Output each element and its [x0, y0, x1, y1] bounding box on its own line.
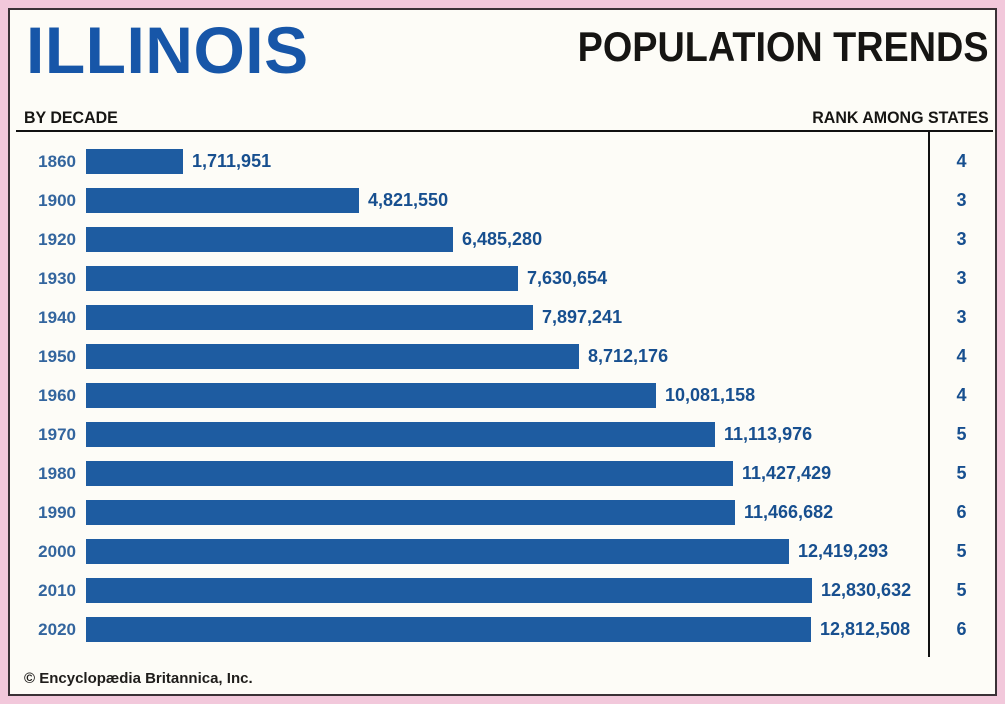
year-label: 1980 [38, 463, 76, 483]
year-label: 1940 [38, 307, 76, 327]
population-bar [86, 539, 789, 564]
rank-value: 3 [956, 229, 967, 249]
copyright-credit: © Encyclopædia Britannica, Inc. [24, 670, 253, 687]
population-value-label: 4,821,550 [368, 190, 449, 210]
rank-value: 5 [956, 463, 967, 483]
population-bar [86, 188, 359, 213]
year-label: 1960 [38, 385, 76, 405]
year-label: 1990 [38, 502, 76, 522]
population-value-label: 12,419,293 [798, 541, 889, 561]
chart-row: 2020 12,812,508 [16, 610, 928, 649]
population-bar [86, 578, 812, 603]
population-bar [86, 383, 656, 408]
bar-area: 10,081,158 [86, 383, 928, 408]
bar-area: 12,419,293 [86, 539, 928, 564]
population-value-label: 11,113,976 [724, 424, 813, 444]
chart-row: 2000 12,419,293 [16, 532, 928, 571]
bar-area: 7,630,654 [86, 266, 928, 291]
rank-value: 3 [956, 268, 967, 288]
chart-row: 1940 7,897,241 [16, 298, 928, 337]
population-bar [86, 344, 579, 369]
chart-row: 1920 6,485,280 [16, 220, 928, 259]
chart-title: POPULATION TRENDS [578, 23, 989, 70]
rank-among-states-label: RANK AMONG STATES [812, 108, 989, 127]
population-value-label: 11,466,682 [744, 502, 834, 522]
infographic-panel: ILLINOIS POPULATION TRENDS BY DECADE RAN… [8, 8, 997, 696]
bar-area: 6,485,280 [86, 227, 928, 252]
population-value-label: 11,427,429 [742, 463, 832, 483]
year-label: 1920 [38, 229, 76, 249]
population-bar [86, 266, 518, 291]
bar-area: 7,897,241 [86, 305, 928, 330]
chart-row: 1990 11,466,682 [16, 493, 928, 532]
population-bar [86, 500, 735, 525]
chart-row: 1950 8,712,176 [16, 337, 928, 376]
population-value-label: 10,081,158 [665, 385, 756, 405]
bar-area: 11,466,682 [86, 500, 928, 525]
bar-area: 12,812,508 [86, 617, 928, 642]
subheader: BY DECADE RANK AMONG STATES [16, 106, 993, 128]
population-bar [86, 617, 811, 642]
population-bar [86, 461, 733, 486]
bar-area: 12,830,632 [86, 578, 928, 603]
population-bar [86, 227, 453, 252]
year-label: 1860 [38, 151, 76, 171]
year-label: 1970 [38, 424, 76, 444]
by-decade-label: BY DECADE [24, 108, 118, 127]
bar-chart: 1860 1,711,951 1900 4,821,550 1920 6,485… [16, 132, 993, 657]
state-title: ILLINOIS [26, 13, 309, 87]
population-bar [86, 305, 533, 330]
bar-area: 4,821,550 [86, 188, 928, 213]
year-label: 2010 [38, 580, 76, 600]
population-value-label: 6,485,280 [462, 229, 543, 249]
header-divider-line [16, 130, 993, 132]
year-label: 2020 [38, 619, 76, 639]
chart-row: 2010 12,830,632 [16, 571, 928, 610]
year-label: 1930 [38, 268, 76, 288]
rank-value: 4 [956, 151, 967, 171]
rank-value: 5 [956, 424, 967, 444]
rank-value: 4 [956, 346, 967, 366]
rank-value: 6 [956, 502, 967, 522]
rank-column: 4 3 3 3 3 4 4 5 5 6 5 5 6 [928, 132, 993, 657]
bar-area: 8,712,176 [86, 344, 928, 369]
bar-rows: 1860 1,711,951 1900 4,821,550 1920 6,485… [16, 132, 928, 657]
header: ILLINOIS POPULATION TRENDS [16, 13, 993, 106]
population-value-label: 12,830,632 [821, 580, 912, 600]
population-value-label: 7,630,654 [527, 268, 608, 288]
chart-row: 1930 7,630,654 [16, 259, 928, 298]
rank-value: 4 [956, 385, 967, 405]
chart-row: 1980 11,427,429 [16, 454, 928, 493]
year-label: 1950 [38, 346, 76, 366]
chart-row: 1960 10,081,158 [16, 376, 928, 415]
rank-value: 5 [956, 580, 967, 600]
population-value-label: 7,897,241 [542, 307, 623, 327]
population-value-label: 8,712,176 [588, 346, 669, 366]
population-value-label: 12,812,508 [820, 619, 911, 639]
rank-value: 5 [956, 541, 967, 561]
rank-value: 3 [956, 190, 967, 210]
year-label: 1900 [38, 190, 76, 210]
chart-row: 1970 11,113,976 [16, 415, 928, 454]
rank-value: 6 [956, 619, 967, 639]
bar-area: 11,113,976 [86, 422, 928, 447]
population-value-label: 1,711,951 [192, 151, 272, 171]
chart-row: 1900 4,821,550 [16, 181, 928, 220]
bar-area: 11,427,429 [86, 461, 928, 486]
chart-row: 1860 1,711,951 [16, 142, 928, 181]
population-bar [86, 422, 715, 447]
bar-area: 1,711,951 [86, 149, 928, 174]
rank-value: 3 [956, 307, 967, 327]
year-label: 2000 [38, 541, 76, 561]
population-bar [86, 149, 183, 174]
